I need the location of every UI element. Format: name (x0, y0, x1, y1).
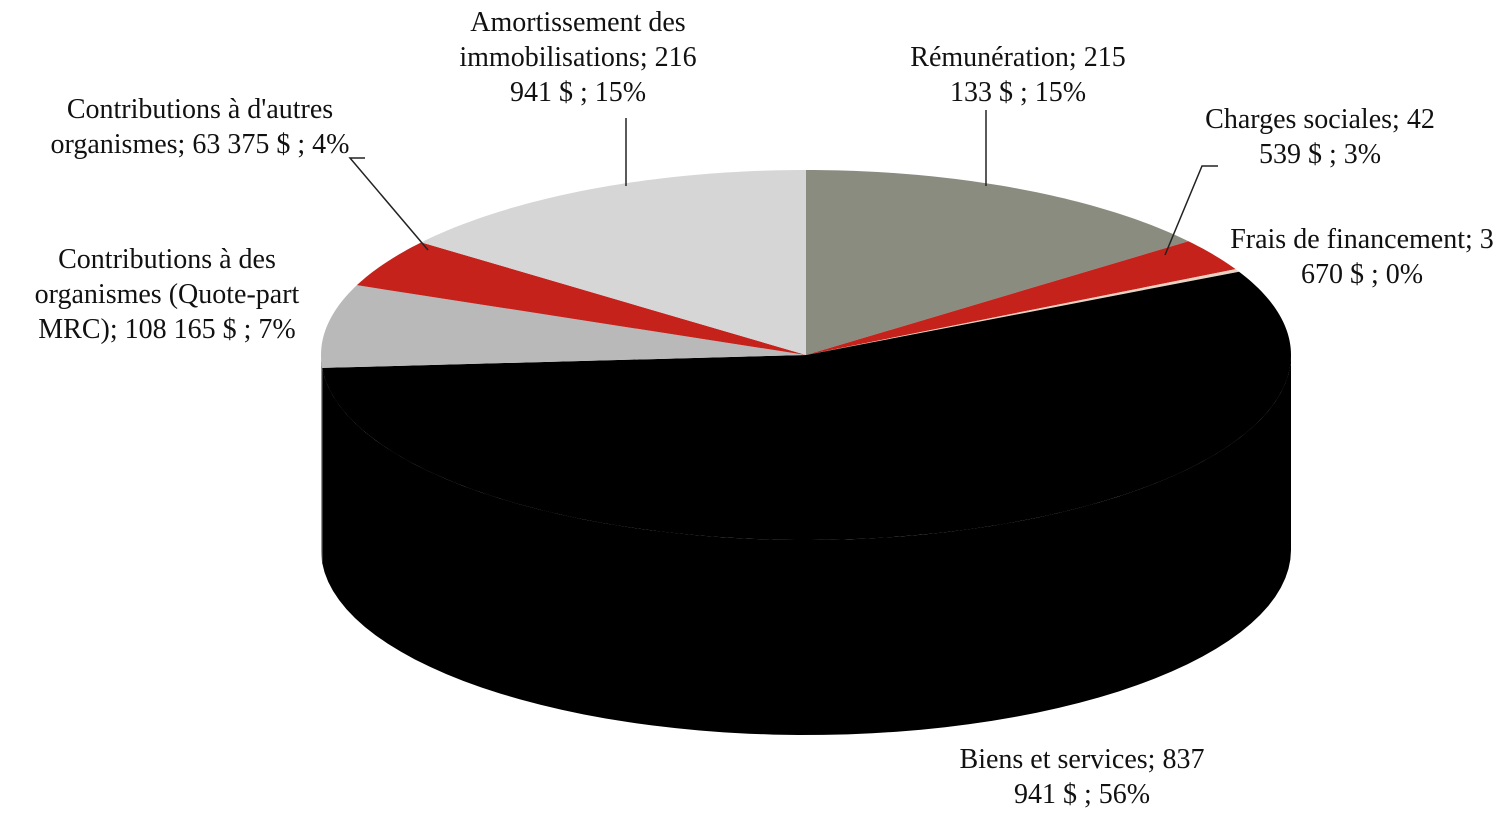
category-name: Biens et services; (959, 744, 1156, 775)
leader-line (348, 157, 429, 251)
data-label: Charges sociales; 42 539 $ ; 3% (1190, 102, 1450, 172)
value-label: 3 670 $ ; 0% (1300, 224, 1494, 290)
value-label: 215 133 $ ; 15% (949, 42, 1126, 108)
value-label: 837 941 $ ; 56% (1013, 744, 1205, 810)
slice (806, 269, 1240, 355)
data-label: Rémunération; 215 133 $ ; 15% (888, 40, 1148, 110)
category-name: Frais de financement; (1230, 224, 1473, 255)
slice (806, 241, 1236, 355)
category-name: Contributions à d'autres organismes; (50, 94, 334, 160)
data-label: Biens et services; 837 941 $ ; 56% (952, 742, 1212, 812)
slice (322, 271, 1291, 540)
data-label: Amortissement des immobilisations; 216 9… (438, 5, 718, 110)
slice (806, 170, 1189, 355)
slice-side (321, 355, 323, 563)
slice-side (322, 355, 1292, 735)
category-name: Amortissement des immobilisations; (459, 7, 686, 73)
category-name: Charges sociales; (1205, 104, 1400, 135)
value-label: 42 539 $ ; 3% (1258, 104, 1435, 170)
data-label: Frais de financement; 3 670 $ ; 0% (1212, 222, 1512, 292)
leader-line (1164, 165, 1218, 256)
slice (356, 242, 806, 355)
value-label: 63 375 $ ; 4% (192, 129, 350, 160)
slice (321, 285, 806, 368)
data-label: Contributions à des organismes (Quote-pa… (22, 242, 312, 347)
slice (421, 170, 806, 355)
data-label: Contributions à d'autres organismes; 63 … (35, 92, 365, 162)
value-label: 108 165 $ ; 7% (124, 314, 296, 345)
value-label: 216 941 $ ; 15% (509, 42, 697, 108)
category-name: Rémunération; (910, 42, 1077, 73)
category-name: Contributions à des organismes (Quote-pa… (34, 244, 300, 345)
